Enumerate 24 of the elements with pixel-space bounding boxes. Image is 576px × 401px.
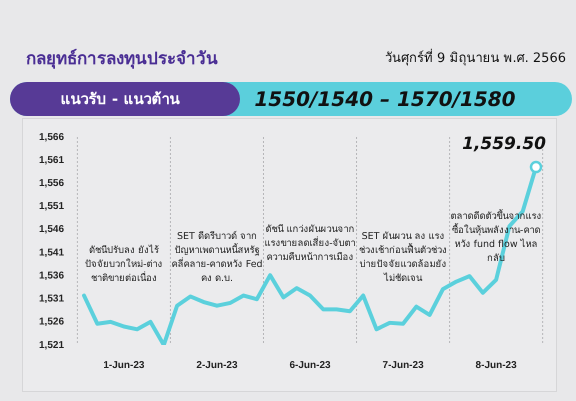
annotation: ดัชนี แกว่งผันผวนจากแรงขายลดเสี่ยง-จับตาความคืบหน้าการเมือง	[264, 223, 356, 266]
x-tick-label: 8-Jun-23	[476, 360, 518, 371]
y-tick-label: 1,521	[38, 340, 64, 351]
y-tick-label: 1,541	[38, 247, 64, 258]
y-tick-label: 1,531	[38, 294, 64, 305]
data-label: 1,559.50	[462, 134, 546, 154]
chart-subtitle: วันศุกร์ที่ 9 มิถุนายน พ.ศ. 2566	[384, 48, 566, 68]
x-tick-label: 2-Jun-23	[196, 360, 238, 371]
y-tick-label: 1,551	[38, 201, 64, 212]
x-tick-label: 6-Jun-23	[289, 360, 332, 371]
y-tick-label: 1,526	[38, 316, 64, 328]
y-tick-label: 1,566	[38, 132, 64, 143]
chart-title: กลยุทธ์การลงทุนประจำวัน	[26, 48, 218, 71]
y-tick-label: 1,536	[38, 270, 64, 282]
text: แนวรับ - แนวต้าน	[60, 89, 181, 110]
y-tick-label: 1,556	[38, 178, 64, 189]
x-tick-label: 7-Jun-23	[382, 360, 424, 371]
x-tick-label: 1-Jun-23	[103, 360, 145, 371]
annotation: SET ผันผวน ลง แรงช่วงเช้าก่อนฟื้นตัวช่วงบ่ายปัจจัยแวดล้อมยังไม่ชัดเจน	[358, 230, 448, 286]
y-tick-label: 1,546	[38, 224, 64, 236]
annotation: SET ดีดรีบาวด์ จากปัญหาเพดานหนี้สหรัฐคลี่คลาย-คาดหวัง Fed คง ด.บ.	[170, 230, 263, 286]
annotation: ดัชนีปรับลง ยังไร้ปัจจัยบวกใหม่-ต่างชาติขายต่อเนื่อง	[84, 244, 164, 286]
y-tick-label: 1,561	[38, 154, 64, 166]
text: 1550/1540 – 1570/1580	[253, 86, 517, 112]
